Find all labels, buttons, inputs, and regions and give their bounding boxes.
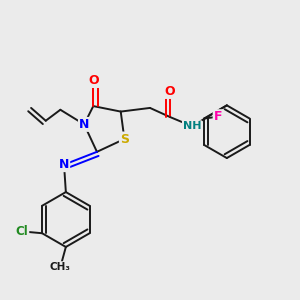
Text: O: O	[165, 85, 176, 98]
Text: S: S	[120, 133, 129, 146]
Text: NH: NH	[183, 121, 201, 131]
Text: N: N	[79, 118, 89, 131]
Text: F: F	[214, 110, 222, 123]
Text: N: N	[59, 158, 69, 171]
Text: CH₃: CH₃	[50, 262, 71, 272]
Text: O: O	[88, 74, 99, 87]
Text: Cl: Cl	[16, 225, 28, 238]
